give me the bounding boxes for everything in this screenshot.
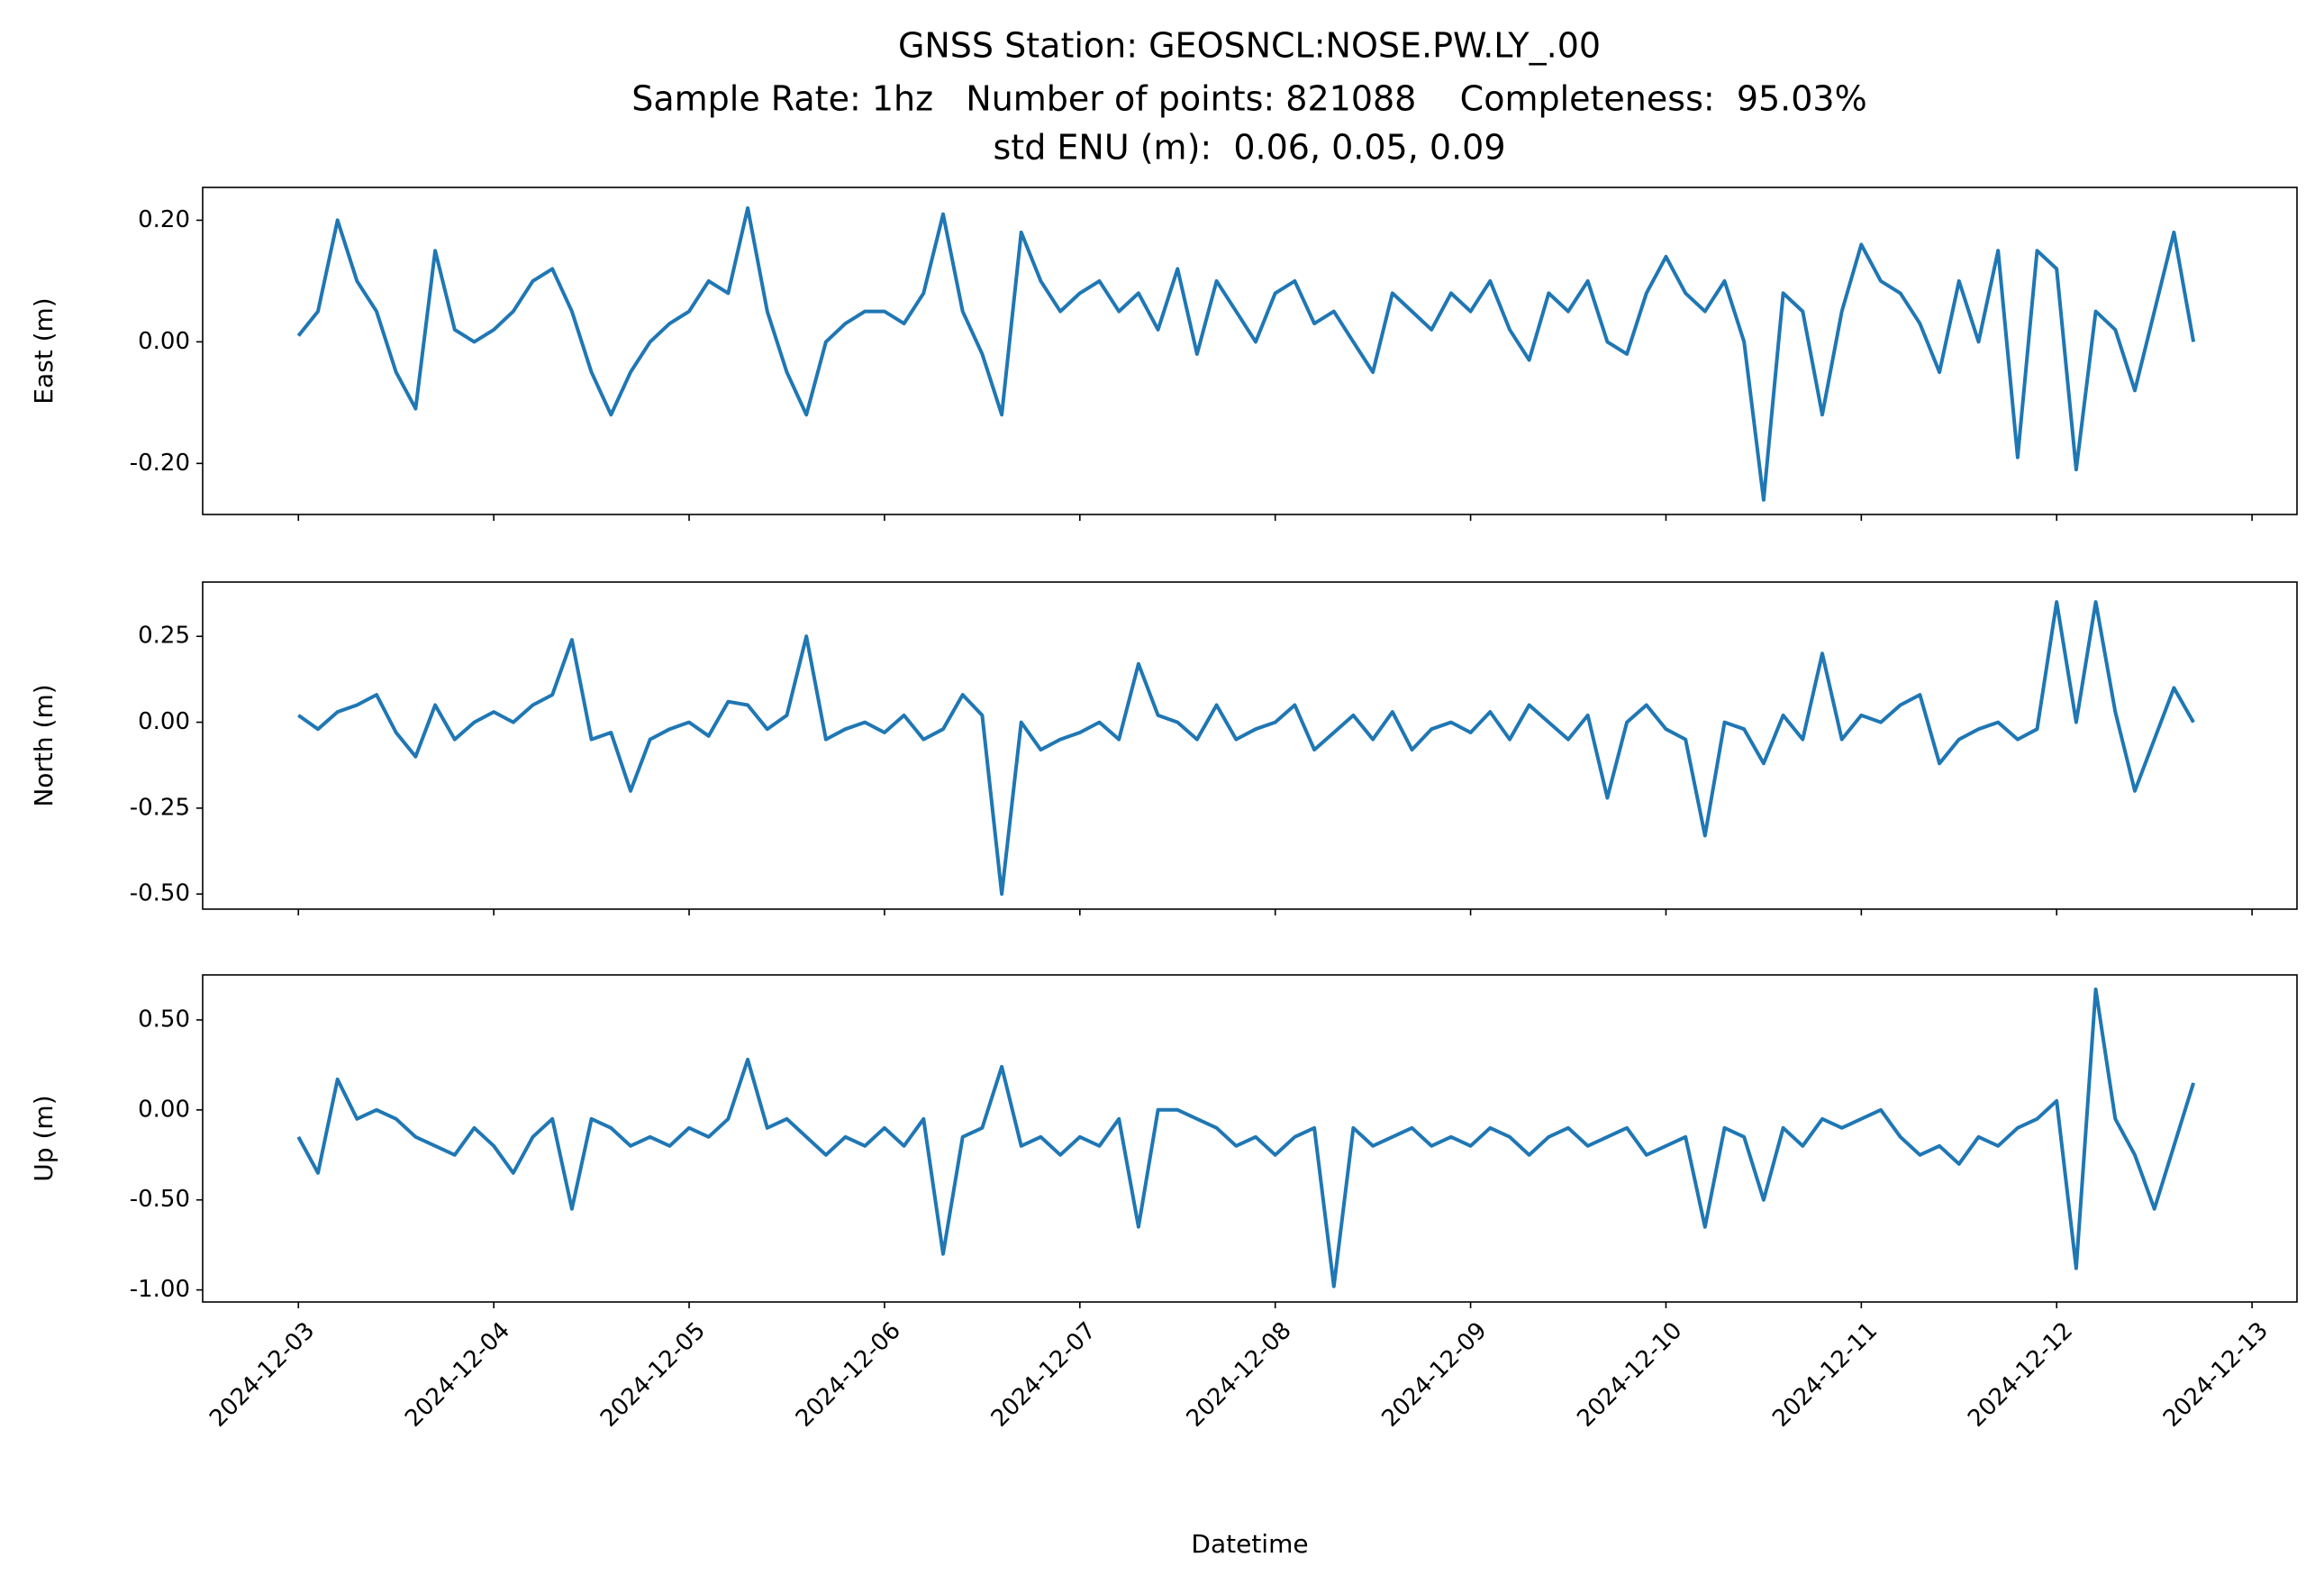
axes-frame: [202, 187, 2298, 515]
y-tick-label: -0.25: [130, 794, 190, 821]
y-tick-label: 0.25: [138, 623, 190, 650]
chart-subtitle: Sample Rate: 1hz Number of points: 82108…: [631, 79, 1866, 119]
axes-frame: [202, 581, 2298, 910]
y-tick-label: 0.50: [138, 1006, 190, 1033]
y-tick-label: 0.00: [138, 708, 190, 735]
y-tick-label: -1.00: [130, 1276, 190, 1303]
y-tick-label: 0.00: [138, 1096, 190, 1123]
y-axis-label: East (m): [29, 297, 59, 404]
y-tick-label: -0.20: [130, 450, 190, 477]
data-line: [297, 600, 2195, 897]
y-tick-label: -0.50: [130, 1186, 190, 1213]
y-tick-label: -0.50: [130, 880, 190, 907]
x-axis-label: Datetime: [1191, 1529, 1308, 1559]
y-axis-label: North (m): [29, 684, 59, 806]
axes-frame: [202, 974, 2298, 1303]
y-tick-label: 0.00: [138, 328, 190, 355]
data-line: [296, 205, 2196, 502]
chart-subtitle: std ENU (m): 0.06, 0.05, 0.09: [994, 128, 1506, 168]
y-tick-label: 0.20: [138, 206, 190, 233]
data-line: [296, 988, 2196, 1288]
chart-title: GNSS Station: GEOSNCL:NOSE.PW.LY_.00: [898, 26, 1601, 66]
y-axis-label: Up (m): [29, 1095, 59, 1181]
